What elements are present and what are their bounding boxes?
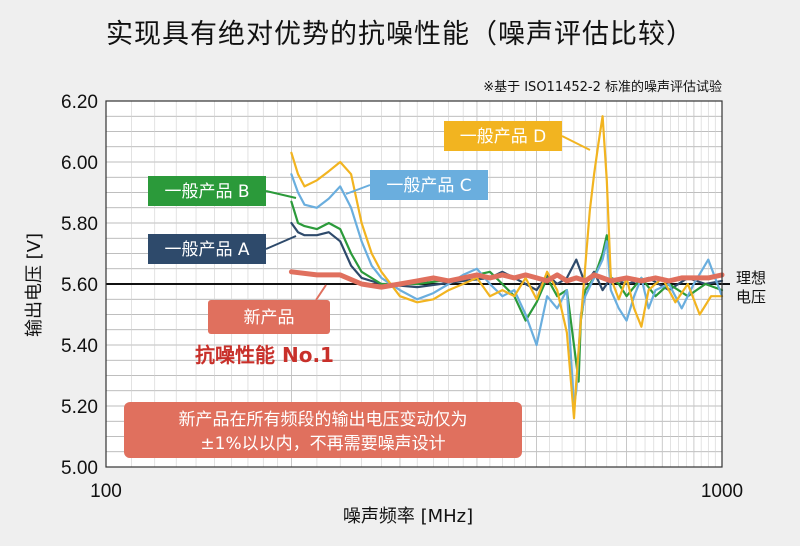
callout-product-b-text: 一般产品 B — [164, 182, 249, 202]
callout-product-c-text: 一般产品 C — [386, 176, 471, 196]
x-tick-label: 1000 — [701, 481, 743, 502]
summary-line2: ±1%以以内，不再需要噪声设计 — [200, 434, 445, 454]
callout-product-b: 一般产品 B — [148, 176, 297, 206]
ideal-label-line2: 电压 — [736, 288, 766, 306]
page-title: 实现具有绝对优势的抗噪性能（噪声评估比较） — [106, 19, 694, 50]
y-tick-label: 5.00 — [61, 458, 98, 479]
x-tick-label: 100 — [90, 481, 122, 502]
summary-box: 新产品在所有频段的输出电压变动仅为 ±1%以以内，不再需要噪声设计 — [124, 402, 522, 458]
ideal-label-line1: 理想 — [736, 269, 766, 287]
series-line-4 — [288, 269, 725, 290]
series-line-1 — [290, 200, 724, 383]
callout-product-d-text: 一般产品 D — [460, 127, 547, 147]
y-tick-label: 5.40 — [61, 336, 98, 357]
y-axis-title: 输出电压 [V] — [24, 233, 45, 337]
series-line-2 — [290, 173, 724, 408]
callout-product-a: 一般产品 A — [148, 234, 297, 264]
y-tick-label: 6.20 — [61, 92, 98, 113]
y-tick-label: 6.00 — [61, 153, 98, 174]
callout-product-d: 一般产品 D — [444, 121, 591, 151]
y-tick-label: 5.60 — [61, 275, 98, 296]
callout-product-a-text: 一般产品 A — [164, 240, 249, 260]
noise-immunity-label: 抗噪性能 No.1 — [195, 343, 334, 367]
series-line-3 — [290, 115, 724, 420]
plot-frame — [105, 100, 723, 468]
x-axis-title: 噪声频率 [MHz] — [343, 506, 473, 527]
callout-product-c: 一般产品 C — [345, 170, 488, 200]
test-note: ※基于 ISO11452-2 标准的噪声评估试验 — [483, 80, 722, 95]
summary-line1: 新产品在所有频段的输出电压变动仅为 — [179, 410, 468, 430]
y-tick-label: 5.20 — [61, 397, 98, 418]
y-tick-label: 5.80 — [61, 214, 98, 235]
callout-new-product-text: 新产品 — [244, 308, 295, 328]
callout-new-product: 新产品 — [208, 284, 330, 334]
